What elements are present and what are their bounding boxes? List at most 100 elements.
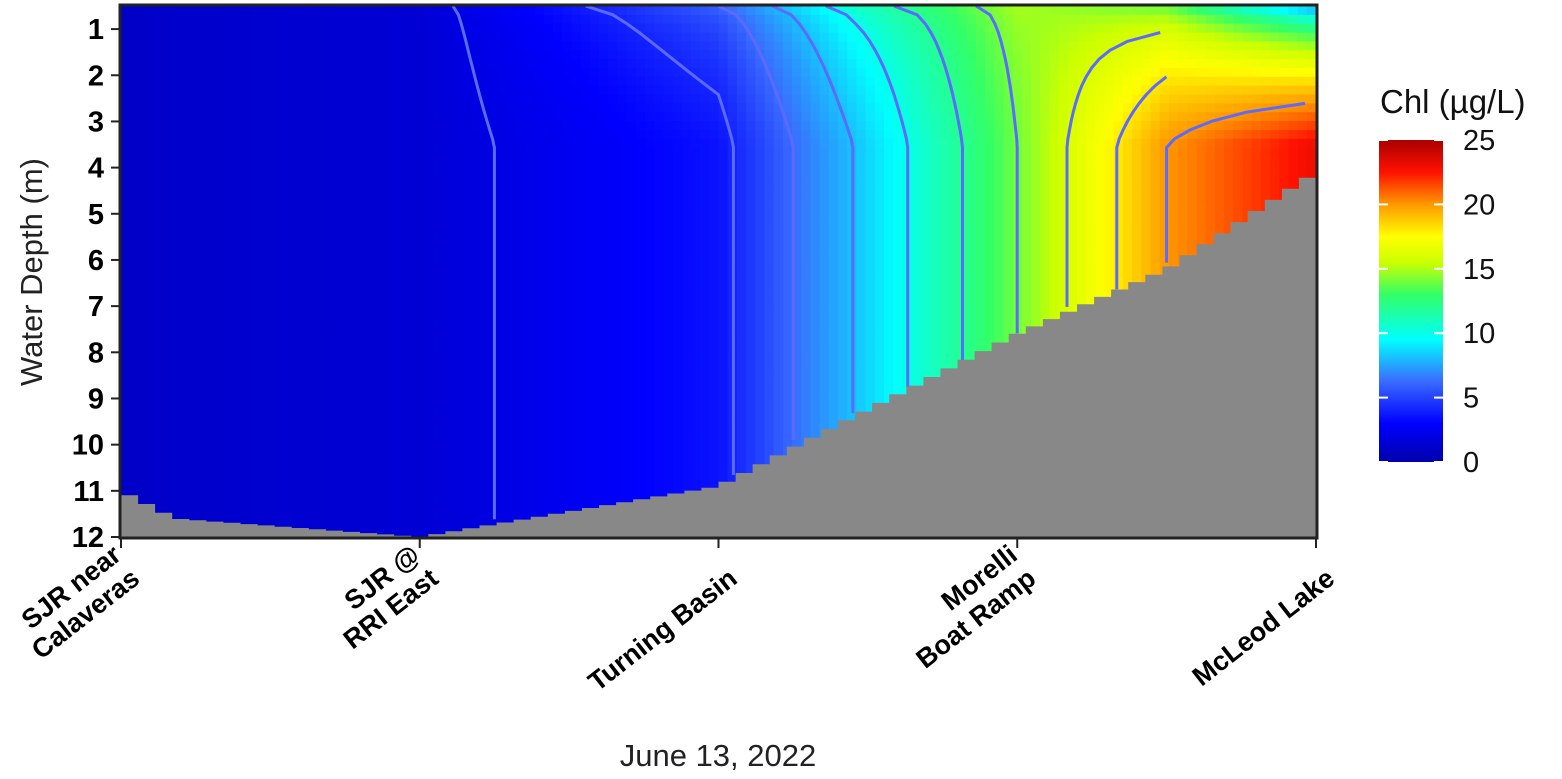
- heatmap-cell: [415, 457, 425, 467]
- heatmap-cell: [157, 377, 168, 388]
- heatmap-cell: [525, 76, 536, 87]
- heatmap-cell: [801, 218, 812, 228]
- heatmap-cell: [277, 289, 288, 299]
- heatmap-cell: [681, 191, 692, 202]
- heatmap-cell: [617, 41, 628, 51]
- heatmap-cell: [341, 466, 352, 476]
- heatmap-cell: [755, 103, 766, 113]
- heatmap-cell: [194, 59, 205, 69]
- heatmap-cell: [148, 41, 159, 51]
- heatmap-cell: [350, 85, 361, 96]
- heatmap-cell: [424, 138, 435, 149]
- heatmap-cell: [314, 76, 324, 87]
- heatmap-cell: [176, 129, 186, 140]
- heatmap-cell: [626, 174, 637, 184]
- heatmap-cell: [580, 183, 591, 193]
- heatmap-cell: [194, 368, 205, 379]
- heatmap-cell: [378, 147, 389, 158]
- heatmap-cell: [571, 23, 582, 34]
- heatmap-cell: [268, 236, 278, 246]
- heatmap-cell: [690, 324, 701, 335]
- heatmap-cell: [157, 103, 168, 113]
- heatmap-cell: [203, 218, 214, 228]
- heatmap-cell: [718, 236, 729, 246]
- heatmap-cell: [194, 121, 205, 131]
- heatmap-cell: [222, 94, 232, 104]
- heatmap-cell: [479, 6, 490, 16]
- heatmap-cell: [295, 510, 306, 520]
- heatmap-cell: [479, 430, 490, 441]
- heatmap-cell: [810, 413, 821, 423]
- heatmap-cell: [350, 510, 361, 520]
- heatmap-cell: [130, 439, 140, 450]
- heatmap-cell: [121, 430, 131, 441]
- heatmap-cell: [231, 183, 242, 193]
- heatmap-cell: [396, 386, 407, 396]
- heatmap-cell: [746, 165, 756, 175]
- heatmap-cell: [442, 510, 453, 520]
- heatmap-cell: [433, 147, 444, 158]
- heatmap-cell: [589, 129, 600, 140]
- heatmap-cell: [350, 342, 361, 352]
- heatmap-cell: [497, 218, 508, 228]
- heatmap-cell: [608, 439, 618, 450]
- heatmap-cell: [121, 262, 131, 273]
- heatmap-cell: [148, 404, 159, 414]
- heatmap-cell: [461, 519, 471, 529]
- heatmap-cell: [507, 14, 517, 25]
- heatmap-cell: [865, 165, 876, 175]
- heatmap-cell: [681, 59, 692, 69]
- heatmap-cell: [424, 324, 435, 335]
- heatmap-cell: [838, 191, 848, 202]
- heatmap-cell: [874, 244, 885, 255]
- heatmap-cell: [314, 94, 324, 104]
- heatmap-cell: [258, 395, 269, 405]
- heatmap-cell: [424, 121, 435, 131]
- heatmap-cell: [433, 519, 444, 529]
- heatmap-cell: [700, 32, 710, 42]
- heatmap-cell: [258, 14, 269, 25]
- heatmap-cell: [589, 351, 600, 361]
- heatmap-cell: [681, 421, 692, 432]
- heatmap-cell: [507, 501, 517, 512]
- heatmap-cell: [332, 183, 343, 193]
- heatmap-cell: [690, 6, 701, 16]
- heatmap-cell: [240, 147, 251, 158]
- heatmap-cell: [543, 94, 554, 104]
- heatmap-cell: [203, 306, 214, 317]
- heatmap-cell: [654, 59, 664, 69]
- heatmap-cell: [286, 413, 297, 423]
- heatmap-cell: [396, 165, 407, 175]
- heatmap-cell: [525, 23, 536, 34]
- heatmap-cell: [626, 227, 637, 237]
- heatmap-cell: [709, 76, 720, 87]
- heatmap-cell: [764, 306, 775, 317]
- heatmap-cell: [617, 103, 628, 113]
- heatmap-cell: [534, 262, 545, 273]
- heatmap-cell: [304, 129, 315, 140]
- heatmap-cell: [773, 236, 784, 246]
- heatmap-cell: [553, 324, 563, 335]
- heatmap-cell: [654, 50, 664, 60]
- heatmap-cell: [672, 342, 683, 352]
- heatmap-cell: [203, 6, 214, 16]
- heatmap-cell: [433, 262, 444, 273]
- heatmap-cell: [534, 14, 545, 25]
- heatmap-cell: [580, 200, 591, 211]
- heatmap-cell: [516, 253, 527, 264]
- heatmap-cell: [304, 165, 315, 175]
- heatmap-cell: [553, 103, 563, 113]
- heatmap-cell: [654, 342, 664, 352]
- heatmap-cell: [277, 315, 288, 326]
- heatmap-cell: [700, 253, 710, 264]
- heatmap-cell: [286, 14, 297, 25]
- heatmap-cell: [773, 50, 784, 60]
- heatmap-cell: [479, 492, 490, 503]
- heatmap-cell: [130, 333, 140, 343]
- heatmap-cell: [314, 200, 324, 211]
- heatmap-cell: [543, 315, 554, 326]
- heatmap-cell: [249, 315, 260, 326]
- heatmap-cell: [166, 342, 177, 352]
- heatmap-cell: [121, 271, 131, 281]
- heatmap-cell: [847, 129, 857, 140]
